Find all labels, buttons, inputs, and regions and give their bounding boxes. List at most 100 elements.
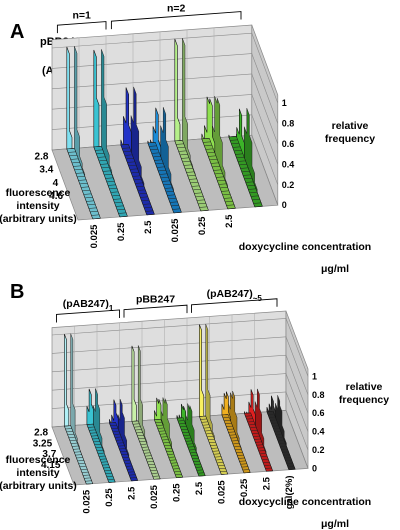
trace-hatch — [239, 164, 247, 166]
doxycycline-tick-label: 0.025 — [217, 480, 228, 504]
trace-hatch — [173, 212, 182, 214]
trace-hatch — [182, 161, 191, 163]
trace-hatch — [225, 201, 233, 203]
trace-hatch — [199, 206, 208, 208]
trace-hatch — [88, 207, 97, 209]
gridline — [51, 73, 279, 145]
trace-hatch — [166, 191, 174, 193]
trace-hatch — [223, 197, 232, 199]
fluorescence-tick-label: 4 — [53, 178, 59, 189]
fluorescence-tick-label: 3.4 — [39, 165, 53, 176]
panel-a: A pBB240 (AB237)n n=1n=2 00.20.40.60.81 … — [0, 2, 375, 275]
z-tick-label: 0.4 — [282, 159, 295, 169]
trace-hatch — [228, 136, 237, 138]
doxycycline-axis-title: doxycycline concentration — [239, 496, 371, 508]
trace-hatch — [227, 208, 236, 210]
trace-hatch — [108, 184, 116, 186]
trace-hatch — [193, 189, 201, 191]
trace-hatch — [213, 169, 222, 171]
trace-hatch — [160, 177, 169, 179]
trace-hatch — [97, 156, 106, 158]
trace-hatch — [132, 175, 141, 177]
panel-b-traces — [64, 324, 296, 485]
trace-hatch — [128, 165, 137, 167]
histogram-trace-5 — [154, 397, 184, 478]
trace-hatch — [226, 204, 235, 206]
trace-hatch — [200, 210, 209, 212]
trace-hatch — [147, 142, 156, 144]
bracket-line — [110, 11, 242, 30]
histogram-trace-1 — [64, 333, 94, 485]
trace-hatch — [204, 145, 213, 147]
trace-hatch — [127, 161, 135, 163]
trace-hatch — [91, 214, 100, 216]
gridline — [51, 318, 309, 377]
gridline — [51, 94, 279, 165]
trace-hatch — [156, 166, 165, 168]
trace-hatch — [150, 149, 159, 151]
fluorescence-tick-label: 2.8 — [34, 427, 48, 438]
trace-hatch — [81, 186, 89, 188]
gridline — [51, 32, 279, 104]
doxycycline-unit: μg/ml — [321, 263, 349, 275]
trace-hatch — [176, 143, 184, 145]
fluorescence-axis-title: fluorescence — [6, 454, 71, 466]
trace-hatch — [106, 181, 115, 183]
trace-hatch — [249, 192, 258, 194]
fluorescence-axis-title: intensity — [16, 200, 59, 212]
trace-hatch — [243, 174, 251, 176]
trace-hatch — [186, 171, 195, 173]
gridline — [51, 410, 309, 469]
doxycycline-tick-label: gal(2%) — [284, 475, 295, 509]
trace-hatch — [209, 159, 218, 161]
fluorescence-tick-label: 4.15 — [41, 460, 61, 471]
bracket-line — [191, 298, 278, 313]
z-tick-label: 0.8 — [312, 390, 325, 400]
doxycycline-tick-label: 2.5 — [127, 486, 138, 500]
trace-hatch — [122, 147, 130, 149]
trace-hatch — [254, 206, 263, 208]
trace-hatch — [247, 185, 255, 187]
trace-hatch — [136, 186, 145, 188]
fluorescence-tick-label: 3.7 — [42, 449, 56, 460]
trace-hatch — [123, 151, 132, 153]
trace-hatch — [171, 205, 179, 207]
histogram-trace-10 — [266, 395, 296, 470]
gridline — [51, 134, 279, 206]
trace-hatch — [87, 204, 96, 206]
histogram-trace-4 — [131, 345, 161, 480]
histogram-trace-7 — [228, 108, 263, 208]
trace-hatch — [231, 143, 240, 145]
trace-hatch — [142, 203, 151, 205]
trace-hatch — [181, 157, 189, 159]
group-bracket — [56, 21, 107, 34]
group-label: (pAB247)~5 — [207, 288, 263, 303]
trace-hatch — [110, 191, 119, 193]
group-bracket — [191, 298, 278, 313]
trace-hatch — [85, 197, 93, 199]
z-tick-label: 0 — [312, 463, 317, 473]
trace-hatch — [208, 155, 216, 157]
histogram-trace-9 — [244, 388, 274, 472]
doxycycline-tick-label: 0.025 — [89, 224, 100, 248]
trace-hatch — [133, 179, 142, 181]
trace-hatch — [118, 212, 127, 214]
trace-hatch — [79, 183, 88, 185]
doxycycline-tick-label: 0.025 — [170, 218, 181, 242]
z-tick-label: 1 — [312, 371, 317, 381]
trace-hatch — [196, 199, 205, 201]
doxycycline-tick-label: 0.025 — [82, 489, 93, 513]
fluorescence-tick-label: 3.25 — [33, 438, 53, 449]
panel-a-doxycycline-axis: 0.025 0.25 2.5 0.025 0.25 2.5 — [89, 214, 235, 248]
trace-hatch — [112, 195, 120, 197]
doxycycline-unit: μg/ml — [321, 518, 349, 530]
histogram-trace-8 — [221, 391, 251, 474]
trace-hatch — [221, 190, 229, 192]
panel-b-fluorescence-axis: 2.83.253.74.15 — [33, 427, 61, 471]
trace-hatch — [183, 164, 192, 166]
trace-hatch — [124, 154, 133, 156]
panel-a-fluorescence-axis: 2.8 3.44 4.6 — [35, 152, 64, 202]
trace-hatch — [217, 180, 226, 182]
trace-hatch — [99, 160, 107, 162]
